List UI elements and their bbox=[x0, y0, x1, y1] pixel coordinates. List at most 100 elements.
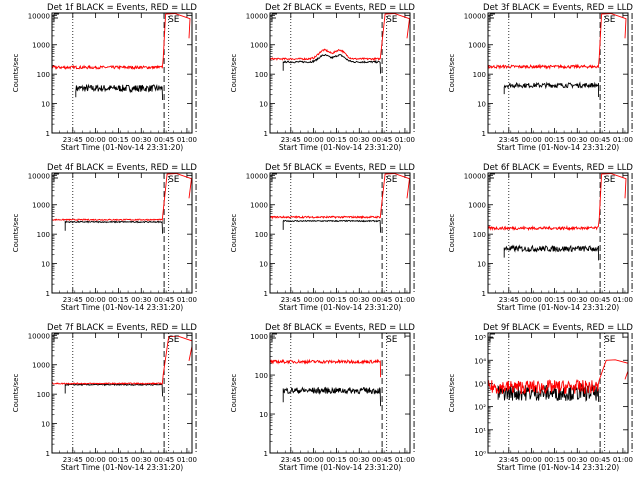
x-tick-label: 00:45 bbox=[372, 296, 392, 304]
marker-label-se: SE bbox=[386, 15, 398, 25]
x-tick-label: 00:15 bbox=[544, 296, 564, 304]
x-axis-label: Start Time (01-Nov-14 23:31:20) bbox=[497, 303, 619, 312]
x-tick-label: 00:45 bbox=[154, 136, 174, 144]
x-tick-label: 00:45 bbox=[590, 296, 610, 304]
x-tick-label: 00:15 bbox=[544, 136, 564, 144]
y-tick-label: 10 bbox=[477, 101, 486, 109]
x-tick-label: 23:45 bbox=[499, 456, 519, 464]
marker-label-se: SE bbox=[168, 335, 180, 345]
series-lld-line bbox=[488, 173, 627, 232]
chart-panel-5: Det 5f BLACK = Events, RED = LLD Counts/s… bbox=[230, 163, 415, 312]
x-axis-label: Start Time (01-Nov-14 23:31:20) bbox=[61, 463, 183, 472]
x-tick-label: 00:30 bbox=[131, 456, 151, 464]
plot-frame bbox=[269, 332, 411, 454]
y-tick-label: 10 bbox=[41, 101, 50, 109]
y-tick-label: 1 bbox=[264, 130, 268, 138]
y-axis-label: Counts/sec bbox=[448, 374, 456, 413]
x-tick-label: 00:00 bbox=[304, 456, 324, 464]
y-tick-label: 1000 bbox=[468, 42, 486, 50]
x-tick-label: 00:30 bbox=[131, 136, 151, 144]
y-tick-label: 1000 bbox=[250, 202, 268, 210]
y-tick-label: 1 bbox=[46, 450, 50, 458]
x-tick-label: 23:45 bbox=[281, 456, 301, 464]
y-tick-label: 10⁴ bbox=[474, 357, 486, 365]
marker-label-se: SE bbox=[386, 335, 398, 345]
x-tick-label: 01:00 bbox=[613, 456, 633, 464]
series-events-line bbox=[503, 244, 600, 261]
plot-frame bbox=[487, 12, 629, 134]
x-tick-label: 23:45 bbox=[63, 296, 83, 304]
y-tick-label: 1000 bbox=[32, 362, 50, 370]
y-tick-label: 10⁰ bbox=[474, 450, 486, 458]
chart-title: Det 2f BLACK = Events, RED = LLD bbox=[265, 3, 415, 13]
series-events-line bbox=[64, 220, 164, 234]
y-tick-label: 10000 bbox=[246, 172, 268, 180]
x-tick-label: 00:00 bbox=[522, 136, 542, 144]
x-tick-label: 00:45 bbox=[372, 456, 392, 464]
y-axis-label: Counts/sec bbox=[230, 54, 238, 93]
x-axis-label: Start Time (01-Nov-14 23:31:20) bbox=[497, 463, 619, 472]
plot-frame bbox=[51, 332, 193, 454]
marker-label-se: SE bbox=[168, 175, 180, 185]
x-tick-label: 00:30 bbox=[567, 456, 587, 464]
plot-frame bbox=[487, 172, 629, 294]
y-tick-label: 1 bbox=[482, 290, 486, 298]
x-axis-label: Start Time (01-Nov-14 23:31:20) bbox=[61, 303, 183, 312]
y-tick-label: 1 bbox=[264, 450, 268, 458]
x-tick-label: 23:45 bbox=[281, 296, 301, 304]
x-tick-label: 01:00 bbox=[177, 296, 197, 304]
x-tick-label: 00:45 bbox=[372, 136, 392, 144]
x-tick-label: 00:45 bbox=[154, 296, 174, 304]
y-tick-label: 1 bbox=[482, 130, 486, 138]
y-tick-label: 100 bbox=[255, 231, 268, 239]
x-tick-label: 00:00 bbox=[86, 136, 106, 144]
series-lld-line bbox=[488, 359, 628, 395]
x-tick-label: 00:15 bbox=[108, 296, 128, 304]
series-lld-line bbox=[52, 335, 192, 386]
y-tick-label: 10 bbox=[259, 261, 268, 269]
chart-title: Det 4f BLACK = Events, RED = LLD bbox=[47, 163, 197, 173]
x-tick-label: 00:30 bbox=[349, 296, 369, 304]
y-axis-label: Counts/sec bbox=[448, 214, 456, 253]
x-tick-label: 01:00 bbox=[395, 296, 415, 304]
x-tick-label: 00:15 bbox=[108, 136, 128, 144]
series-events-line bbox=[503, 81, 600, 98]
series-events-line bbox=[282, 386, 382, 407]
x-tick-label: 23:45 bbox=[499, 296, 519, 304]
y-tick-label: 1 bbox=[46, 290, 50, 298]
x-tick-label: 01:00 bbox=[395, 136, 415, 144]
x-tick-label: 00:45 bbox=[590, 136, 610, 144]
y-tick-label: 10⁵ bbox=[474, 334, 486, 342]
chart-title: Det 5f BLACK = Events, RED = LLD bbox=[265, 163, 415, 173]
series-events-line bbox=[64, 383, 164, 397]
marker-label-se: SE bbox=[168, 15, 180, 25]
y-tick-label: 10³ bbox=[474, 380, 486, 388]
marker-label-se: SE bbox=[604, 335, 616, 345]
y-axis-label: Counts/sec bbox=[448, 54, 456, 93]
x-tick-label: 23:45 bbox=[63, 136, 83, 144]
x-tick-label: 00:45 bbox=[154, 456, 174, 464]
y-tick-label: 10² bbox=[474, 404, 486, 412]
chart-title: Det 9f BLACK = Events, RED = LLD bbox=[483, 323, 633, 333]
x-tick-label: 01:00 bbox=[177, 456, 197, 464]
x-tick-label: 00:45 bbox=[590, 456, 610, 464]
y-axis-label: Counts/sec bbox=[12, 374, 20, 413]
x-tick-label: 00:30 bbox=[567, 136, 587, 144]
y-tick-label: 1 bbox=[264, 290, 268, 298]
x-tick-label: 23:45 bbox=[63, 456, 83, 464]
y-tick-label: 10000 bbox=[464, 12, 486, 20]
x-tick-label: 00:00 bbox=[86, 456, 106, 464]
series-events-line bbox=[497, 383, 600, 402]
y-tick-label: 100 bbox=[255, 372, 268, 380]
y-axis-label: Counts/sec bbox=[230, 214, 238, 253]
series-lld-line bbox=[270, 358, 382, 378]
x-tick-label: 01:00 bbox=[395, 456, 415, 464]
x-tick-label: 00:30 bbox=[567, 296, 587, 304]
plot-frame bbox=[487, 332, 629, 454]
y-tick-label: 10000 bbox=[28, 332, 50, 340]
y-tick-label: 10 bbox=[259, 101, 268, 109]
series-lld-line bbox=[488, 13, 627, 70]
y-tick-label: 10000 bbox=[28, 12, 50, 20]
